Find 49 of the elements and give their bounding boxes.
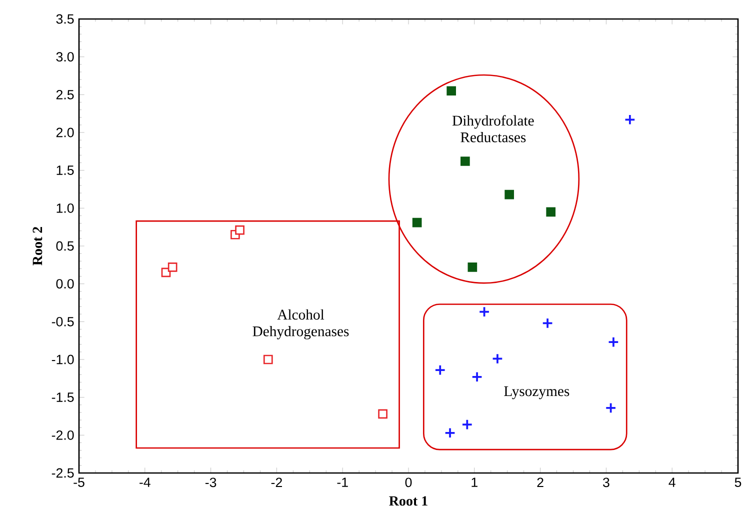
x-tick-label: 3	[602, 478, 610, 488]
x-axis-title: Root 1	[389, 496, 428, 506]
y-tick-label: 3.0	[56, 52, 74, 62]
y-tick-label: 0.5	[56, 241, 74, 251]
y-tick-label: 0.0	[56, 279, 74, 289]
annotation: Alcohol Dehydrogenases	[252, 309, 349, 340]
x-tick-label: -5	[74, 478, 84, 487]
point	[462, 418, 473, 430]
point	[235, 225, 244, 235]
y-tick-label: -0.5	[52, 316, 74, 326]
point	[504, 190, 514, 200]
y-tick-label: -2.0	[52, 430, 74, 440]
y-tick-label: 3.5	[56, 14, 74, 24]
x-tick-label: 1	[472, 478, 478, 487]
point	[168, 262, 178, 272]
x-tick-label: 0	[405, 478, 412, 488]
x-tick-label: -2	[271, 478, 282, 488]
point	[546, 207, 556, 217]
y-axis-title: Root 2	[32, 226, 42, 266]
point	[460, 156, 470, 166]
point	[542, 318, 554, 329]
point	[446, 86, 456, 96]
point	[608, 336, 620, 348]
x-tick-label: -3	[205, 478, 216, 488]
y-tick-label: -1.0	[52, 354, 74, 364]
point	[434, 364, 446, 376]
point	[624, 114, 636, 126]
x-tick-label: -4	[140, 478, 150, 487]
y-tick-label: -1.5	[52, 392, 74, 402]
y-tick-label: 2.5	[56, 90, 74, 100]
point	[412, 218, 422, 228]
point	[478, 306, 490, 318]
y-tick-label: 1.5	[56, 166, 74, 175]
x-tick-label: 5	[734, 478, 742, 487]
point	[378, 409, 388, 419]
annotation: Dihydrofolate Reductases	[452, 115, 534, 142]
point	[605, 402, 616, 414]
y-tick-label: 2.0	[56, 128, 74, 138]
y-tick-label: -2.5	[52, 468, 74, 478]
point	[263, 354, 273, 364]
x-tick-label: 2	[537, 478, 544, 488]
x-tick-label: 4	[668, 478, 676, 487]
point	[468, 262, 478, 272]
point	[471, 371, 483, 382]
x-tick-label: -1	[337, 478, 348, 487]
y-tick-label: 1.0	[56, 203, 74, 213]
annotation: Lysozymes	[504, 386, 570, 400]
point	[492, 353, 504, 364]
point	[444, 427, 456, 438]
